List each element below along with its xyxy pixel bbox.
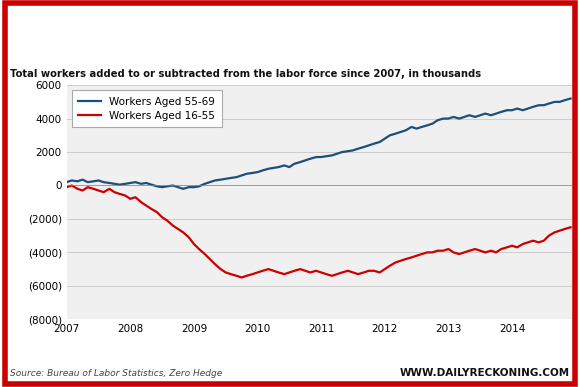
Workers Aged 55-69 (212, 178, 219, 183)
Workers Aged 16-55 (345, 269, 351, 273)
Workers Aged 16-55 (328, 274, 335, 278)
Workers Aged 16-55 (291, 269, 298, 273)
Workers Aged 16-55 (137, 200, 144, 204)
Workers Aged 55-69 (286, 165, 293, 170)
Workers Aged 55-69 (323, 154, 330, 159)
Workers Aged 55-69 (567, 96, 574, 101)
Text: Source: Bureau of Labor Statistics, Zero Hedge: Source: Bureau of Labor Statistics, Zero… (10, 369, 223, 378)
Line: Workers Aged 55-69: Workers Aged 55-69 (67, 99, 571, 189)
Text: WWW.DAILYRECKONING.COM: WWW.DAILYRECKONING.COM (400, 368, 570, 378)
Text: Total workers added to or subtracted from the labor force since 2007, in thousan: Total workers added to or subtracted fro… (10, 69, 481, 79)
Workers Aged 55-69 (63, 180, 70, 185)
Workers Aged 55-69 (530, 104, 536, 109)
Text: Work Till You Drop: Work Till You Drop (21, 27, 240, 47)
Workers Aged 55-69 (339, 150, 346, 154)
Workers Aged 16-55 (238, 275, 245, 280)
Workers Aged 16-55 (63, 185, 70, 190)
Workers Aged 16-55 (212, 262, 219, 266)
Workers Aged 55-69 (180, 187, 187, 191)
Workers Aged 16-55 (567, 225, 574, 229)
Workers Aged 16-55 (68, 183, 75, 188)
Workers Aged 16-55 (535, 240, 542, 245)
Legend: Workers Aged 55-69, Workers Aged 16-55: Workers Aged 55-69, Workers Aged 16-55 (72, 90, 222, 127)
Workers Aged 55-69 (132, 180, 139, 185)
Line: Workers Aged 16-55: Workers Aged 16-55 (67, 185, 571, 277)
